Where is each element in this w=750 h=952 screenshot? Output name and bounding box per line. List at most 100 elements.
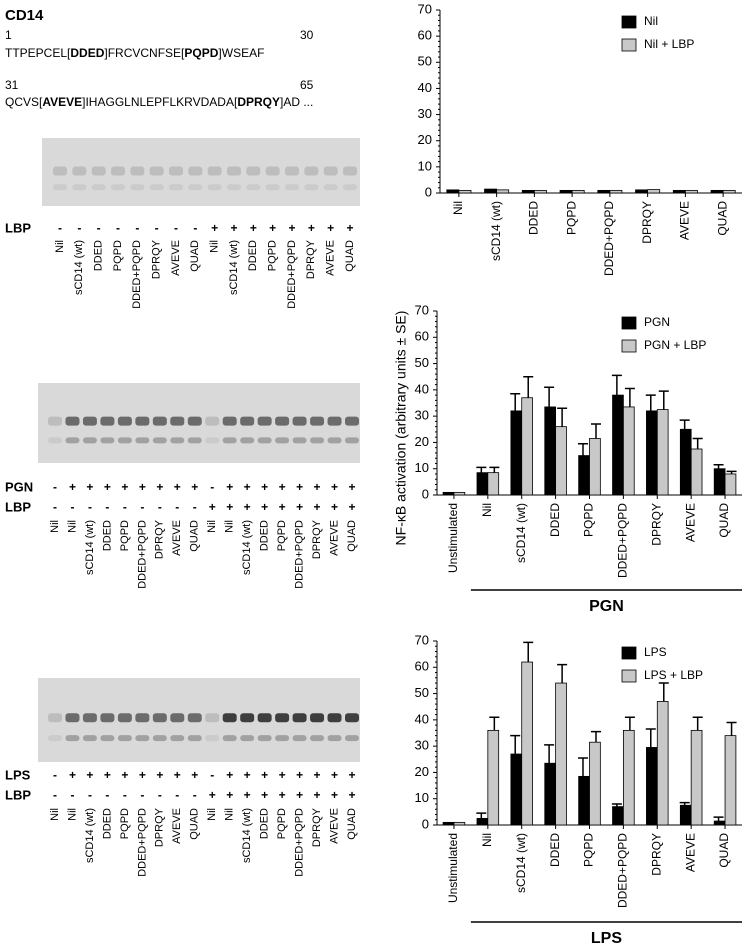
lane-label: Nil [54,240,66,253]
bar [442,491,455,496]
treatment-sign: - [123,500,127,514]
row-label: LBP [5,499,31,514]
lane-label: AVEVE [170,240,182,276]
group-label: PGN [589,598,624,615]
lane-label: sCD14 (wt) [241,520,253,575]
treatment-sign: + [331,788,338,802]
error-bar [692,716,703,731]
gel-band [240,713,255,723]
error-bar [645,394,656,411]
gel-band [135,735,150,742]
treatment-sign: - [155,221,159,235]
lane-label: DDED+PQPD [293,520,305,589]
treatment-sign: + [296,480,303,494]
treatment-sign: + [104,768,111,782]
gel-band [130,184,145,191]
bar [690,729,703,826]
motif: DDED [70,46,104,60]
gel-band [188,184,203,191]
treatment-sign: - [175,500,179,514]
bar [510,410,523,496]
lane-label: DPRQY [154,519,166,559]
treatment-sign: - [210,768,214,782]
treatment-sign: + [139,480,146,494]
treatment-sign: + [327,221,334,235]
lane-label: Nil [49,808,61,821]
gel-band [323,184,338,191]
treatment-sign: + [244,500,251,514]
treatment-sign: + [296,788,303,802]
x-tick-label: DDED [548,833,562,867]
x-tick-label: Nil [480,503,494,517]
lane-label: AVEVE [328,520,340,556]
gel-band [117,713,132,723]
treatment-sign: + [226,768,233,782]
treatment-sign: + [279,480,286,494]
treatment-sign: - [193,788,197,802]
y-axis-label: NF-κB activation (arbitrary units ± SE) [393,311,409,546]
y-tick-label: 60 [415,329,429,344]
gel-band [265,184,280,191]
lane-label: Nil [224,520,236,533]
row-label: PGN [5,479,33,494]
treatment-sign: + [279,768,286,782]
treatment-sign: + [191,768,198,782]
treatment-sign: - [53,788,57,802]
treatment-sign: + [348,500,355,514]
treatment-sign: - [193,221,197,235]
error-bar [658,390,669,410]
treatment-sign: + [230,221,237,235]
lane-label: DDED [247,240,259,271]
bar [521,189,535,194]
error-bar [713,464,724,469]
gel-band [53,184,67,191]
residue-end: 65 [300,78,314,92]
bar [510,753,523,826]
lane-label: QUAD [346,808,358,840]
gel-band [345,416,359,426]
treatment-sign: - [123,788,127,802]
error-bar [544,386,555,407]
treatment-sign: + [156,768,163,782]
residue-end: 30 [300,28,314,42]
bar [487,729,500,826]
gel-band [117,735,132,742]
x-tick-label: AVEVE [683,833,697,872]
bar [672,189,686,194]
treatment-sign: + [86,480,93,494]
treatment-sign: - [97,221,101,235]
sequence-segment: ]FRCVCNFSE[ [104,46,185,60]
bar [710,189,724,194]
treatment-sign: - [70,500,74,514]
treatment-sign: - [105,500,109,514]
lane-label: Nil [66,808,78,821]
bar [559,189,573,194]
row-label: LBP [5,220,31,235]
gel-band [257,416,272,426]
bar [446,189,460,194]
error-bar [713,816,724,822]
gel-band [117,416,132,426]
gel-band [170,416,185,426]
gel-band [152,735,167,742]
lane-label: DDED [259,520,271,551]
treatment-sign: + [121,768,128,782]
gel-band [292,416,307,426]
gel-band [135,713,150,723]
treatment-sign: + [261,480,268,494]
gel-band [257,735,272,742]
bar [724,735,737,826]
treatment-sign: - [105,788,109,802]
error-bar [726,470,737,474]
lane-label: AVEVE [328,808,340,844]
legend-swatch [621,316,637,330]
treatment-sign: - [58,221,62,235]
error-bar [510,734,521,755]
error-bar [645,728,656,748]
gel-band [345,713,359,723]
gel-band [275,713,290,723]
x-tick-label: QUAD [715,201,729,236]
gel-band [48,416,62,426]
gel-band [187,437,202,444]
gel-band [188,166,203,176]
